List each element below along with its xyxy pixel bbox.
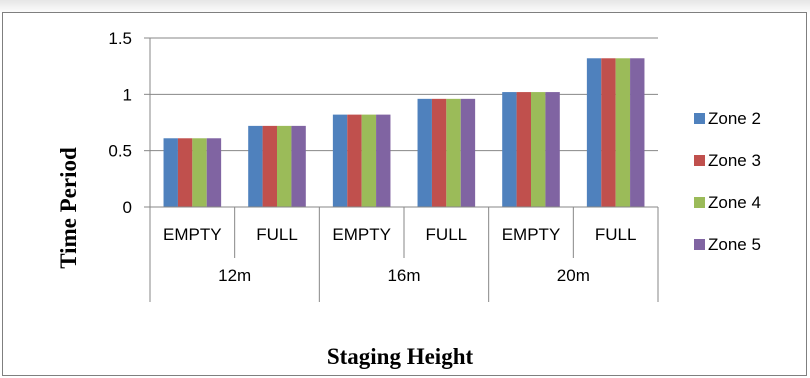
y-axis-label: Time Period bbox=[56, 147, 81, 269]
legend-swatch bbox=[694, 239, 705, 250]
x-category-label: EMPTY bbox=[332, 225, 391, 244]
bar bbox=[615, 58, 631, 207]
x-group-labels: 12m 16m 20m bbox=[218, 266, 590, 285]
bar bbox=[586, 58, 602, 207]
x-category-label: FULL bbox=[426, 225, 468, 244]
gridlines bbox=[150, 37, 658, 152]
axes bbox=[144, 37, 659, 302]
x-category-label: FULL bbox=[256, 225, 298, 244]
bar bbox=[446, 98, 461, 207]
bar bbox=[516, 92, 531, 207]
y-tick-label: 0.5 bbox=[108, 142, 132, 161]
bar bbox=[376, 114, 391, 207]
bar bbox=[361, 114, 377, 207]
bar bbox=[347, 114, 362, 207]
legend-label: Zone 2 bbox=[708, 109, 761, 128]
bar bbox=[502, 92, 517, 207]
bar bbox=[277, 125, 292, 207]
bar bbox=[431, 98, 447, 207]
bars bbox=[163, 58, 645, 207]
bar bbox=[545, 92, 560, 207]
bar bbox=[601, 58, 616, 207]
legend-swatch bbox=[694, 155, 705, 166]
bar bbox=[262, 125, 277, 207]
bar bbox=[460, 98, 476, 207]
bar bbox=[417, 98, 432, 207]
bar bbox=[630, 58, 645, 207]
legend-swatch bbox=[694, 197, 705, 208]
x-category-label: EMPTY bbox=[502, 225, 561, 244]
y-tick-label: 0 bbox=[123, 198, 132, 217]
x-category-labels: EMPTY FULL EMPTY FULL EMPTY FULL bbox=[163, 225, 636, 244]
bar bbox=[177, 138, 193, 207]
bar bbox=[192, 138, 207, 207]
x-category-label: FULL bbox=[595, 225, 637, 244]
x-category-label: EMPTY bbox=[163, 225, 222, 244]
x-group-label: 16m bbox=[387, 266, 420, 285]
legend-swatch bbox=[694, 113, 705, 124]
chart-frame bbox=[2, 12, 807, 376]
bar bbox=[332, 114, 348, 207]
y-tick-labels: 0 0.5 1 1.5 bbox=[108, 29, 132, 217]
y-tick-label: 1.5 bbox=[108, 29, 132, 48]
top-banner-strip bbox=[0, 0, 810, 14]
bar bbox=[531, 92, 546, 207]
legend-label: Zone 3 bbox=[708, 151, 761, 170]
bar bbox=[206, 138, 222, 207]
x-group-label: 12m bbox=[218, 266, 251, 285]
legend: Zone 2 Zone 3 Zone 4 Zone 5 bbox=[694, 109, 761, 254]
legend-label: Zone 4 bbox=[708, 193, 761, 212]
x-axis-label: Staging Height bbox=[327, 344, 474, 369]
x-group-label: 20m bbox=[557, 266, 590, 285]
bar bbox=[248, 125, 263, 207]
legend-label: Zone 5 bbox=[708, 235, 761, 254]
y-tick-label: 1 bbox=[123, 85, 132, 104]
bar bbox=[291, 125, 306, 207]
bar bbox=[163, 138, 178, 207]
